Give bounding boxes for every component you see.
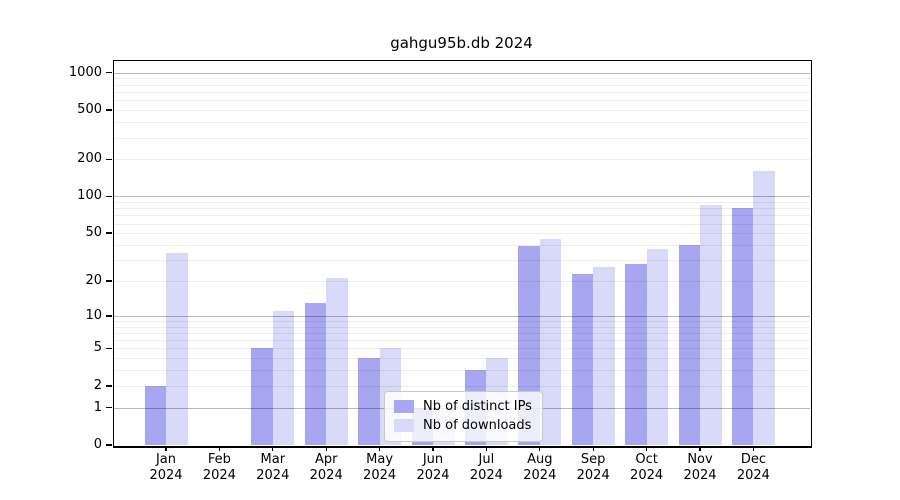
y-tick-100 xyxy=(106,195,112,198)
y-tick-label-5: 5 xyxy=(93,340,102,356)
gridline-70 xyxy=(113,215,810,217)
y-tick-label-10: 10 xyxy=(85,307,102,323)
x-tick-jan xyxy=(165,446,167,451)
gridline-90 xyxy=(113,201,810,203)
legend-item-distinct-ips: Nb of distinct IPs xyxy=(394,397,532,416)
gridline-8 xyxy=(113,326,810,328)
bar-distinct-ips-dec xyxy=(731,208,754,445)
gridline-30 xyxy=(113,259,810,261)
x-tick-may xyxy=(378,446,381,451)
x-tick-label-dec: Dec 2024 xyxy=(736,452,770,483)
gridline-5 xyxy=(113,348,810,350)
y-tick-label-20: 20 xyxy=(85,272,102,288)
x-tick-dec xyxy=(752,446,755,451)
bar-distinct-ips-sep xyxy=(571,273,594,445)
y-tick-1000 xyxy=(106,72,112,74)
gridline-500 xyxy=(113,110,810,112)
y-tick-label-0: 0 xyxy=(93,437,102,452)
x-tick-label-jan: Jan 2024 xyxy=(149,452,183,483)
x-tick-label-feb: Feb 2024 xyxy=(202,452,236,483)
gridline-700 xyxy=(113,91,810,93)
gridline-4 xyxy=(113,358,810,360)
y-tick-label-200: 200 xyxy=(77,151,102,167)
gridline-20 xyxy=(113,280,810,282)
gridline-200 xyxy=(113,159,810,161)
legend-label-distinct-ips: Nb of distinct IPs xyxy=(423,399,532,414)
bar-distinct-ips-mar xyxy=(251,348,273,445)
bar-downloads-dec xyxy=(753,171,775,445)
x-tick-sep xyxy=(592,446,594,451)
y-tick-5 xyxy=(106,347,112,350)
x-tick-oct xyxy=(645,446,648,451)
bar-downloads-nov xyxy=(700,205,722,445)
x-tick-mar xyxy=(272,446,274,451)
x-tick-jun xyxy=(432,446,434,451)
x-tick-feb xyxy=(218,446,221,451)
y-tick-label-2: 2 xyxy=(93,377,102,393)
gridline-10 xyxy=(113,315,810,317)
gridline-6 xyxy=(113,340,810,342)
gridline-9 xyxy=(113,320,810,322)
gridline-1000 xyxy=(113,72,810,74)
y-tick-50 xyxy=(106,232,112,234)
plot-area xyxy=(113,60,810,445)
bar-distinct-ips-apr xyxy=(304,302,327,445)
gridline-300 xyxy=(113,137,810,139)
gridline-800 xyxy=(113,84,810,86)
y-tick-label-50: 50 xyxy=(85,225,102,241)
bar-downloads-mar xyxy=(272,311,295,445)
x-tick-label-mar: Mar 2024 xyxy=(256,452,290,483)
bar-distinct-ips-jan xyxy=(144,385,166,445)
x-tick-jul xyxy=(485,446,488,451)
chart-title: gahgu95b.db 2024 xyxy=(390,34,533,52)
legend-label-downloads: Nb of downloads xyxy=(423,418,532,433)
bar-distinct-ips-may xyxy=(358,358,380,445)
x-tick-label-nov: Nov 2024 xyxy=(683,452,717,483)
x-tick-label-aug: Aug 2024 xyxy=(523,452,557,483)
y-tick-label-1: 1 xyxy=(93,399,102,415)
x-tick-label-oct: Oct 2024 xyxy=(630,452,664,483)
y-tick-500 xyxy=(106,109,112,111)
gridline-900 xyxy=(113,78,810,80)
gridline-600 xyxy=(113,100,810,102)
y-tick-1 xyxy=(106,406,112,409)
bar-distinct-ips-oct xyxy=(625,263,647,445)
gridline-7 xyxy=(113,332,810,334)
legend-swatch-downloads xyxy=(394,419,414,432)
gridline-400 xyxy=(113,122,810,124)
x-tick-label-jun: Jun 2024 xyxy=(416,452,450,483)
y-tick-20 xyxy=(106,280,112,282)
y-tick-label-500: 500 xyxy=(77,102,102,118)
x-tick-label-may: May 2024 xyxy=(363,452,397,483)
y-tick-label-1000: 1000 xyxy=(68,64,102,80)
x-tick-label-jul: Jul 2024 xyxy=(469,452,503,483)
y-tick-0 xyxy=(106,444,112,446)
bar-downloads-oct xyxy=(646,249,669,445)
legend-swatch-distinct-ips xyxy=(394,400,414,413)
gridline-100 xyxy=(113,196,810,198)
y-tick-200 xyxy=(106,158,112,160)
gridline-2 xyxy=(113,385,810,387)
gridline-50 xyxy=(113,233,810,235)
bar-downloads-sep xyxy=(593,267,615,445)
x-tick-label-apr: Apr 2024 xyxy=(309,452,343,483)
x-tick-apr xyxy=(325,446,327,451)
y-tick-label-100: 100 xyxy=(77,188,102,204)
legend: Nb of distinct IPs Nb of downloads xyxy=(384,391,543,442)
gridline-40 xyxy=(113,244,810,246)
bar-downloads-jan xyxy=(166,253,188,445)
legend-item-downloads: Nb of downloads xyxy=(394,416,532,435)
x-tick-nov xyxy=(699,446,701,451)
x-tick-label-sep: Sep 2024 xyxy=(576,452,610,483)
y-tick-10 xyxy=(106,315,112,317)
gridline-80 xyxy=(113,208,810,210)
bar-distinct-ips-nov xyxy=(678,244,700,445)
x-tick-aug xyxy=(539,446,541,451)
bar-downloads-apr xyxy=(326,278,348,445)
gridline-3 xyxy=(113,370,810,372)
y-tick-2 xyxy=(106,385,112,387)
bar-downloads-aug xyxy=(539,238,562,445)
gridline-60 xyxy=(113,223,810,225)
